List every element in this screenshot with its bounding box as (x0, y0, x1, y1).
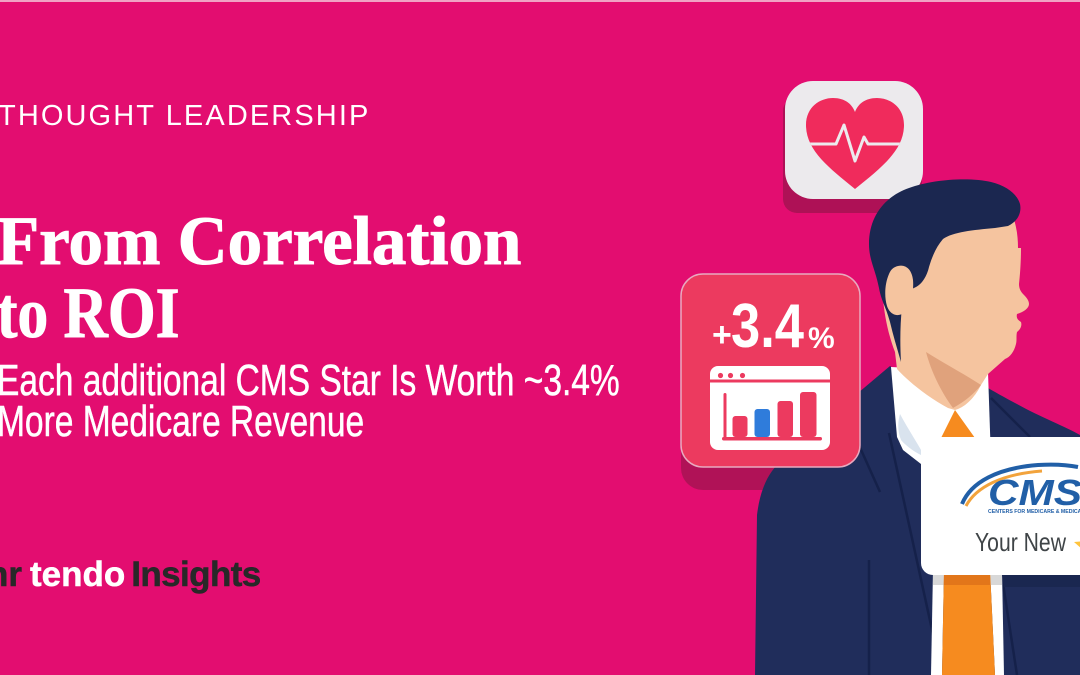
svg-text:+: + (712, 316, 732, 354)
svg-text:CMS: CMS (988, 472, 1080, 513)
svg-text:CENTERS FOR MEDICARE & MEDICAI: CENTERS FOR MEDICARE & MEDICAID SE (988, 509, 1080, 515)
svg-text:Your New: Your New (975, 527, 1066, 557)
svg-text:3.4: 3.4 (731, 292, 804, 361)
svg-text:%: % (808, 322, 835, 355)
